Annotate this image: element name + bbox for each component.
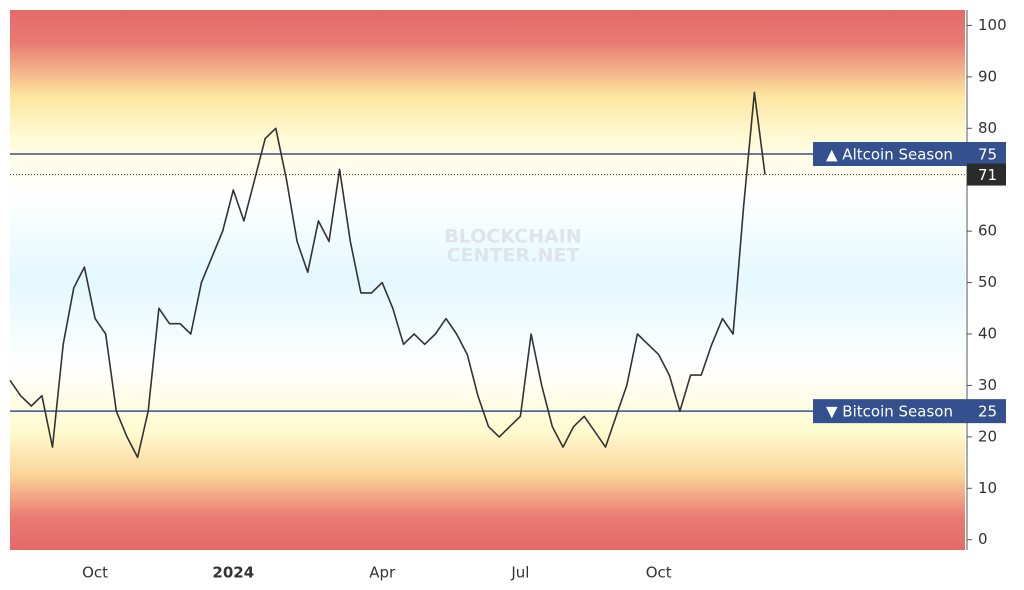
watermark: BLOCKCHAIN xyxy=(444,226,581,248)
y-tick-label: 90 xyxy=(978,67,997,85)
y-tick-label: 40 xyxy=(978,325,997,343)
y-tick-label: 60 xyxy=(978,222,997,240)
x-tick-label: Oct xyxy=(646,564,672,582)
line-series xyxy=(9,91,766,459)
reference-value: 75 xyxy=(978,146,997,164)
x-tick-label: Apr xyxy=(369,564,396,582)
x-tick-label: Oct xyxy=(82,564,108,582)
y-tick-label: 20 xyxy=(978,427,997,445)
reference-value-box xyxy=(958,142,1006,166)
last-value-label: 71 xyxy=(978,166,997,184)
reference-value: 25 xyxy=(978,403,997,421)
reference-label: ▲ Altcoin Season xyxy=(826,146,953,164)
y-tick-label: 0 xyxy=(978,530,988,548)
last-value-box xyxy=(967,163,1006,186)
y-tick-label: 50 xyxy=(978,273,997,291)
reference-label: ▼ Bitcoin Season xyxy=(826,403,953,421)
y-tick-label: 100 xyxy=(978,16,1007,34)
y-tick-label: 30 xyxy=(978,376,997,394)
reference-label-box xyxy=(813,399,958,424)
y-tick-label: 80 xyxy=(978,119,997,137)
reference-value-box xyxy=(958,399,1006,424)
y-tick-label: 10 xyxy=(978,479,997,497)
x-tick-label: 2024 xyxy=(212,564,254,582)
watermark: CENTER.NET xyxy=(447,245,580,267)
plot-background xyxy=(10,10,965,550)
reference-label-box xyxy=(813,142,958,166)
x-tick-label: Jul xyxy=(510,564,529,582)
